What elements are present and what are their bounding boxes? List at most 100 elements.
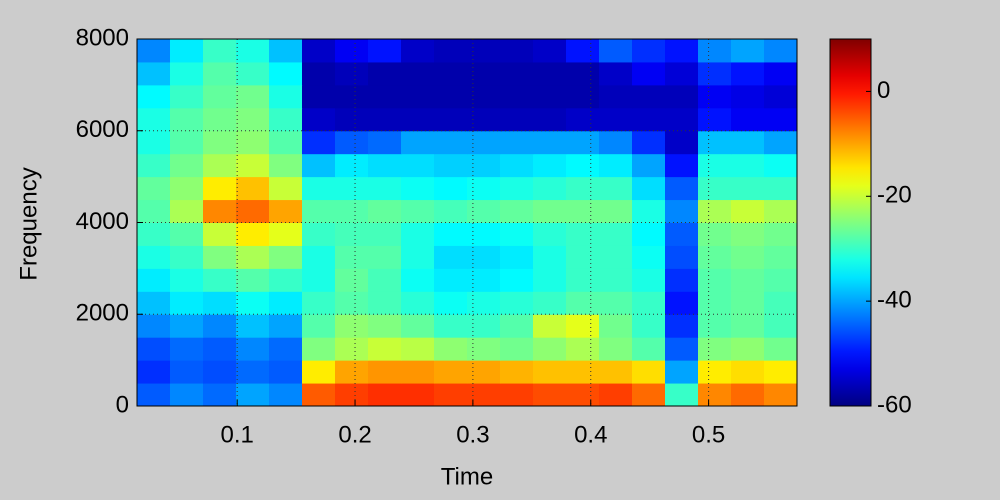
cell — [170, 314, 204, 338]
cell — [170, 245, 204, 269]
cell — [500, 291, 534, 315]
cell — [665, 360, 699, 384]
cell — [665, 39, 699, 63]
cell — [665, 222, 699, 246]
cell — [170, 337, 204, 361]
cell — [137, 314, 171, 338]
cell — [203, 245, 237, 269]
cell — [203, 268, 237, 292]
cell — [566, 153, 600, 178]
cell — [368, 39, 402, 63]
cell — [698, 39, 732, 63]
cell — [401, 84, 435, 109]
cell — [203, 84, 237, 109]
cell — [434, 199, 468, 223]
cell — [566, 245, 600, 269]
cell — [467, 245, 501, 269]
cell — [401, 107, 435, 132]
cell — [170, 199, 204, 223]
cell — [764, 153, 798, 178]
cell — [434, 383, 468, 407]
cell — [302, 107, 336, 132]
cell — [434, 39, 468, 63]
x-tick-label: 0.5 — [692, 421, 725, 448]
cell — [170, 84, 204, 109]
cell — [632, 39, 666, 63]
cell — [764, 360, 798, 384]
cell — [335, 268, 369, 292]
cell — [500, 39, 534, 63]
cell — [269, 245, 303, 269]
cell — [203, 176, 237, 201]
cell — [401, 61, 435, 86]
cell — [665, 176, 699, 201]
cell — [368, 176, 402, 201]
cell — [434, 153, 468, 178]
cell — [731, 130, 765, 155]
cell — [203, 199, 237, 223]
cell — [401, 314, 435, 338]
cell — [401, 222, 435, 246]
cell — [467, 130, 501, 155]
cell — [566, 61, 600, 86]
cell — [203, 107, 237, 132]
cell — [401, 39, 435, 63]
cell — [368, 268, 402, 292]
cell — [467, 291, 501, 315]
cell — [269, 383, 303, 407]
cell — [269, 84, 303, 109]
cell — [731, 107, 765, 132]
cell — [632, 360, 666, 384]
cell — [632, 383, 666, 407]
cell — [533, 176, 567, 201]
cell — [467, 199, 501, 223]
cell — [335, 222, 369, 246]
cell — [566, 39, 600, 63]
cell — [665, 153, 699, 178]
cell — [599, 314, 633, 338]
x-tick-label: 0.4 — [574, 421, 607, 448]
cell — [731, 222, 765, 246]
cell — [500, 84, 534, 109]
cell — [269, 130, 303, 155]
cell — [533, 153, 567, 178]
cell — [566, 360, 600, 384]
cell — [434, 107, 468, 132]
cell — [302, 314, 336, 338]
cell — [533, 314, 567, 338]
cell — [467, 314, 501, 338]
cell — [170, 291, 204, 315]
cell — [533, 360, 567, 384]
cell — [731, 84, 765, 109]
cell — [368, 291, 402, 315]
cell — [434, 314, 468, 338]
cell — [368, 337, 402, 361]
cell — [665, 245, 699, 269]
cell — [269, 61, 303, 86]
cell — [599, 84, 633, 109]
cell — [566, 383, 600, 407]
cell — [764, 199, 798, 223]
cell — [599, 222, 633, 246]
cell — [434, 176, 468, 201]
cell — [764, 61, 798, 86]
cell — [566, 314, 600, 338]
cell — [137, 84, 171, 109]
cell — [302, 61, 336, 86]
cell — [269, 176, 303, 201]
cell — [401, 176, 435, 201]
cell — [665, 130, 699, 155]
cell — [137, 383, 171, 407]
cell — [632, 314, 666, 338]
cell — [632, 222, 666, 246]
cell — [533, 245, 567, 269]
cell — [269, 107, 303, 132]
cell — [731, 39, 765, 63]
cell — [665, 337, 699, 361]
cell — [599, 176, 633, 201]
cell — [137, 222, 171, 246]
cell — [302, 199, 336, 223]
cell — [335, 337, 369, 361]
